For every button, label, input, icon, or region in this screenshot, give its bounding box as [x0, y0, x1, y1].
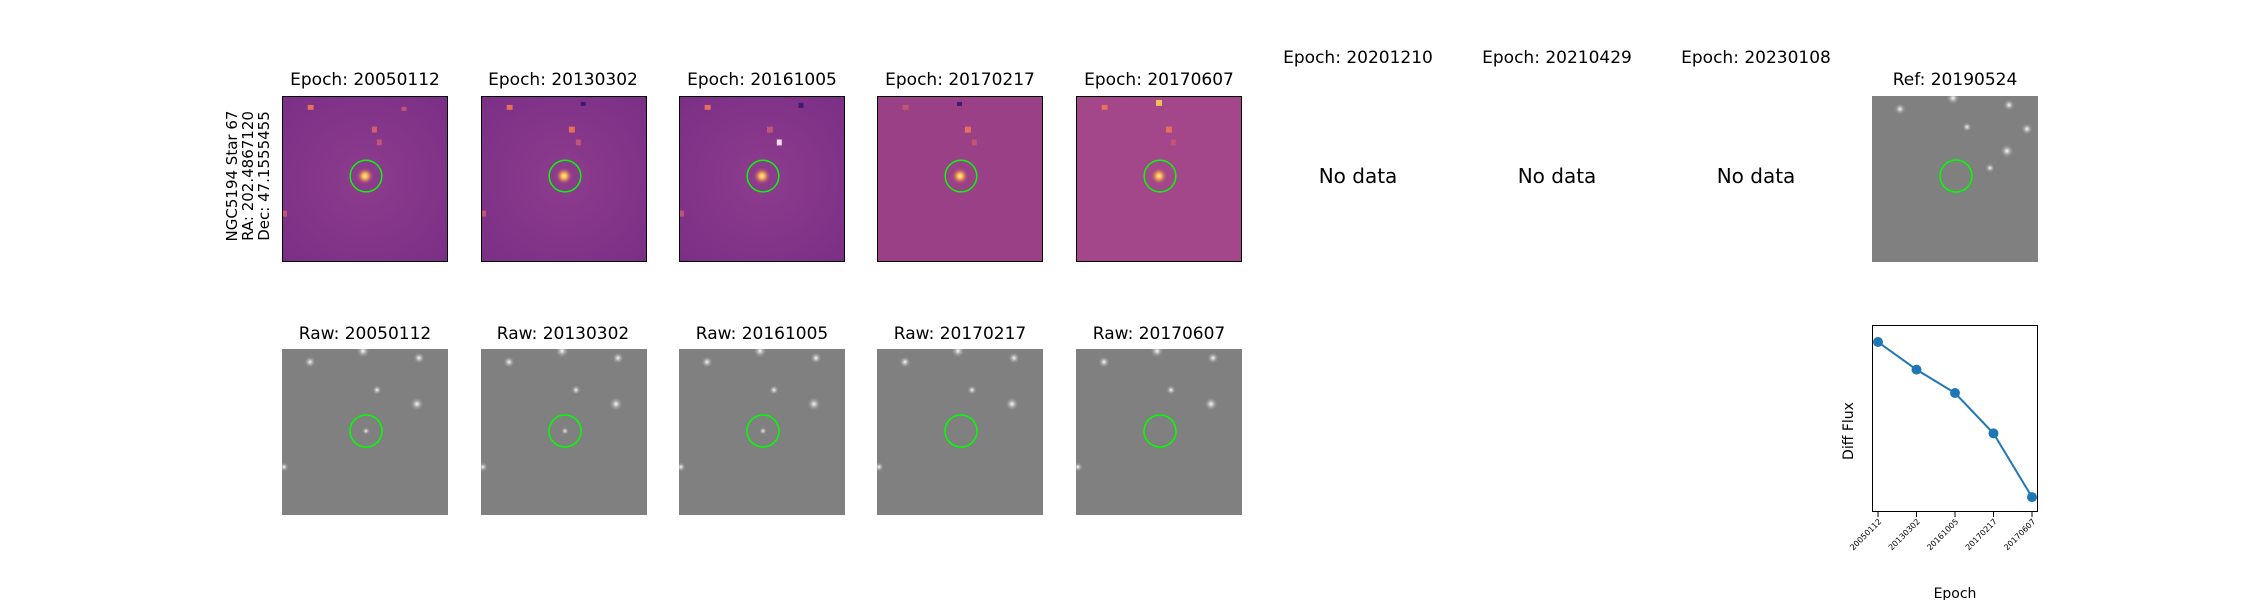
raw-image-3: [877, 349, 1043, 515]
raw-title-0: Raw: 20050112: [298, 324, 432, 344]
x-tick-label-2: 20161005: [1925, 517, 1960, 552]
raw-image-2: [679, 349, 845, 515]
diff-title-5: Epoch: 20201210: [1283, 48, 1433, 68]
diff-title-1: Epoch: 20130302: [488, 70, 638, 90]
raw-image-4: [1076, 349, 1242, 515]
x-axis-label: Epoch: [1934, 586, 1977, 600]
series-line: [1877, 341, 2033, 498]
raw-title-1: Raw: 20130302: [496, 324, 630, 344]
data-point-0: [1873, 337, 1883, 347]
data-point-2: [1950, 388, 1960, 398]
x-tick-label-4: 20170607: [2002, 517, 2037, 552]
star-name: NGC5194 Star 67: [223, 110, 241, 242]
light-curve-chart: 20050112 20130302 20161005 20170217 20170607…: [1841, 337, 2037, 600]
star-label: NGC5194 Star 67 RA: 202.4867120 Dec: 47.…: [223, 96, 273, 256]
data-point-1: [1911, 364, 1922, 375]
aperture-circle: [349, 159, 383, 193]
diff-title-2: Epoch: 20161005: [687, 70, 837, 90]
x-tick-label-0: 20050112: [1848, 517, 1883, 552]
star-dec: Dec: 47.1555455: [255, 111, 273, 241]
y-axis-label: Diff Flux: [1841, 402, 1857, 460]
diff-image-0: [282, 96, 448, 262]
light-curve-frame: [1872, 325, 2038, 512]
star-ra: RA: 202.4867120: [239, 111, 257, 241]
no-data-7: No data: [1716, 164, 1796, 188]
reference-image: [1872, 96, 2038, 262]
raw-title-2: Raw: 20161005: [695, 324, 829, 344]
data-point-4: [2027, 492, 2037, 503]
diff-title-7: Epoch: 20230108: [1681, 48, 1831, 68]
data-point-3: [1988, 428, 1999, 439]
diff-image-3: [877, 96, 1043, 262]
x-tick-label-3: 20170217: [1964, 517, 1999, 552]
diff-title-0: Epoch: 20050112: [290, 70, 440, 90]
raw-image-1: [481, 349, 647, 515]
no-data-6: No data: [1517, 164, 1597, 188]
diff-title-6: Epoch: 20210429: [1482, 48, 1632, 68]
diff-image-1: [481, 96, 647, 262]
ref-title: Ref: 20190524: [1892, 70, 2018, 90]
diff-image-2: [679, 96, 845, 262]
no-data-5: No data: [1318, 164, 1398, 188]
x-tick-label-1: 20130302: [1887, 517, 1922, 552]
raw-title-3: Raw: 20170217: [893, 324, 1027, 344]
raw-image-0: [282, 349, 448, 515]
diff-title-4: Epoch: 20170607: [1084, 70, 1234, 90]
raw-title-4: Raw: 20170607: [1092, 324, 1226, 344]
diff-image-4: [1076, 96, 1242, 262]
diff-title-3: Epoch: 20170217: [885, 70, 1035, 90]
